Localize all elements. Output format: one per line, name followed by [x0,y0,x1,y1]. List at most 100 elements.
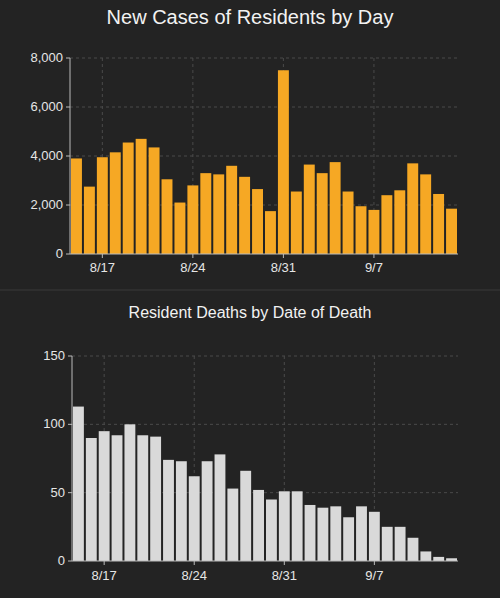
chart-title: New Cases of Residents by Day [107,6,394,28]
bar [356,506,367,561]
bar [433,194,444,254]
bar [110,152,121,254]
x-tick [284,561,285,565]
x-tick [283,254,284,258]
background [0,0,500,598]
y-tick-label: 2,000 [30,197,63,212]
bar [73,407,84,561]
bar [163,460,174,561]
bar [189,476,200,561]
bar [200,173,211,254]
bar [86,438,97,561]
bar [420,551,431,561]
y-tick [66,254,70,255]
x-tick-label: 8/17 [92,568,117,583]
chart-title: Resident Deaths by Date of Death [129,304,372,321]
y-axis [72,356,73,561]
x-tick-label: 9/7 [365,260,383,275]
x-axis [70,254,458,255]
bar [330,162,341,254]
y-tick-label: 150 [43,348,65,363]
bar [368,210,379,254]
bar [227,489,238,561]
bar [395,527,406,561]
bar [292,491,303,561]
chart: Resident Deaths by Date of Death05010015… [43,304,458,583]
bar [317,173,328,254]
bar [356,206,367,254]
x-tick-label: 8/24 [182,568,207,583]
bar [84,187,95,254]
x-tick [192,254,193,258]
bar [265,211,276,254]
grid-line [70,107,458,108]
x-tick-label: 8/31 [271,260,296,275]
bar [136,139,147,254]
bar [240,471,251,561]
bar [226,166,237,254]
grid-line [72,356,458,357]
bar [252,189,263,254]
x-tick-label: 8/24 [180,260,205,275]
y-tick-label: 0 [58,553,65,568]
y-tick [68,492,72,493]
y-tick-label: 4,000 [30,148,63,163]
bar [239,177,250,254]
bar [382,527,393,561]
x-tick-label: 8/31 [272,568,297,583]
y-tick [66,156,70,157]
bar [420,174,431,254]
bar [213,174,224,254]
bar [174,203,185,254]
bar [71,158,82,254]
y-tick [66,107,70,108]
bar [291,192,302,254]
bars [73,407,457,561]
bar [123,143,134,254]
bar [124,424,135,561]
x-axis [72,561,458,562]
bar [215,454,226,561]
chart: New Cases of Residents by Day02,0004,000… [30,6,458,275]
bar [446,209,457,254]
bar [304,165,315,254]
bar [394,190,405,254]
y-tick-label: 100 [43,416,65,431]
bar [433,557,444,561]
bar [407,163,418,254]
bar [343,192,354,254]
bar [99,431,110,561]
y-tick-label: 6,000 [30,99,63,114]
bar [202,461,213,561]
bar [162,179,173,254]
x-tick [104,561,105,565]
bars [71,70,457,254]
bar [150,437,161,561]
bar [112,435,123,561]
bar [330,506,341,561]
y-tick [66,58,70,59]
y-tick-label: 8,000 [30,50,63,65]
bar [253,490,264,561]
bar [149,147,160,254]
x-tick-label: 8/17 [90,260,115,275]
bar [381,195,392,254]
x-tick [374,561,375,565]
bar [317,508,328,561]
chart-canvas: New Cases of Residents by Day 0 2,000 4,000… [0,0,500,598]
y-tick [68,424,72,425]
bar [187,185,198,254]
bar [279,491,290,561]
x-tick [373,254,374,258]
bar [278,70,289,254]
y-axis [70,58,71,254]
bar [266,500,277,562]
y-tick [68,356,72,357]
bar [305,505,316,561]
y-tick [68,561,72,562]
panel-divider [0,290,500,291]
grid-line [70,58,458,59]
bar [369,512,380,561]
x-tick [102,254,103,258]
bar [97,157,108,254]
